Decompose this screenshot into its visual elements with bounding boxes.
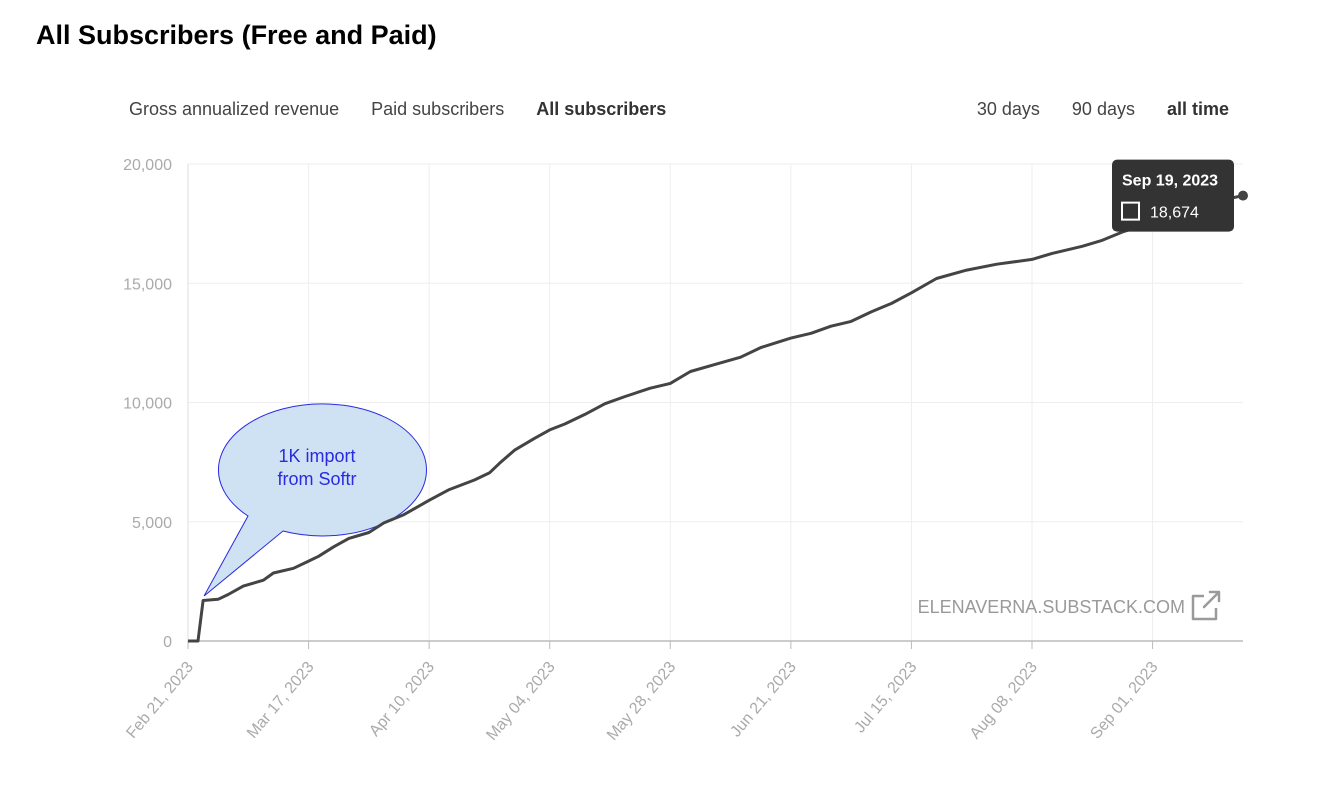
data-point-last[interactable]: [1238, 190, 1248, 201]
x-tick-label: Aug 08, 2023: [967, 659, 1041, 743]
tooltip-background: [1112, 159, 1234, 232]
tab-paid-subscribers[interactable]: Paid subscribers: [371, 99, 505, 119]
callout-text-line-2: from Softr: [277, 469, 356, 489]
callout-bubble: [203, 403, 427, 597]
x-tick-label: Apr 10, 2023: [366, 659, 438, 740]
range-tabs: 30 days 90 days all time: [945, 99, 1229, 120]
external-link-icon[interactable]: [1191, 590, 1221, 621]
y-axis-ticks: 0 5,000 10,000 15,000 20,000: [123, 157, 172, 651]
callout-text-line-1: 1K import: [278, 446, 355, 466]
series-line-all-subscribers: [188, 194, 1244, 643]
tooltip-date: Sep 19, 2023: [1122, 173, 1218, 190]
tab-gross-annualized-revenue[interactable]: Gross annualized revenue: [129, 99, 340, 119]
x-tick-label: Feb 21, 2023: [123, 659, 197, 742]
tab-all-time[interactable]: all time: [1166, 99, 1229, 119]
tab-all-subscribers[interactable]: All subscribers: [536, 99, 667, 119]
y-tick-label: 15,000: [123, 276, 172, 293]
x-tick-label: Jun 21, 2023: [727, 659, 800, 741]
metric-tabs: Gross annualized revenue Paid subscriber…: [129, 99, 698, 120]
y-tick-label: 5,000: [132, 515, 172, 532]
tooltip: Sep 19, 2023 18,674: [1112, 159, 1234, 232]
x-tick-label: Sep 01, 2023: [1087, 659, 1161, 743]
y-tick-label: 0: [163, 634, 172, 651]
y-tick-label: 10,000: [123, 396, 172, 413]
chart-axes: [187, 164, 1243, 642]
tab-90-days[interactable]: 90 days: [1071, 99, 1135, 119]
x-axis-ticks: Feb 21, 2023 Mar 17, 2023 Apr 10, 2023 May …: [123, 641, 1162, 744]
chart-grid: [188, 163, 1243, 641]
x-tick-label: May 28, 2023: [604, 659, 679, 744]
page-title: All Subscribers (Free and Paid): [36, 20, 437, 50]
x-tick-label: Mar 17, 2023: [244, 659, 318, 742]
x-tick-label: May 04, 2023: [483, 659, 558, 744]
y-tick-label: 20,000: [123, 157, 172, 174]
tab-30-days[interactable]: 30 days: [976, 99, 1040, 119]
tooltip-value: 18,674: [1150, 205, 1199, 222]
x-tick-label: Jul 15, 2023: [851, 659, 920, 737]
watermark[interactable]: ELENAVERNA.SUBSTACK.COM: [918, 590, 1221, 621]
square-checkbox-icon: [1121, 201, 1140, 221]
annotation-callout: 1K import from Softr: [203, 403, 427, 597]
watermark-text: ELENAVERNA.SUBSTACK.COM: [918, 597, 1185, 617]
